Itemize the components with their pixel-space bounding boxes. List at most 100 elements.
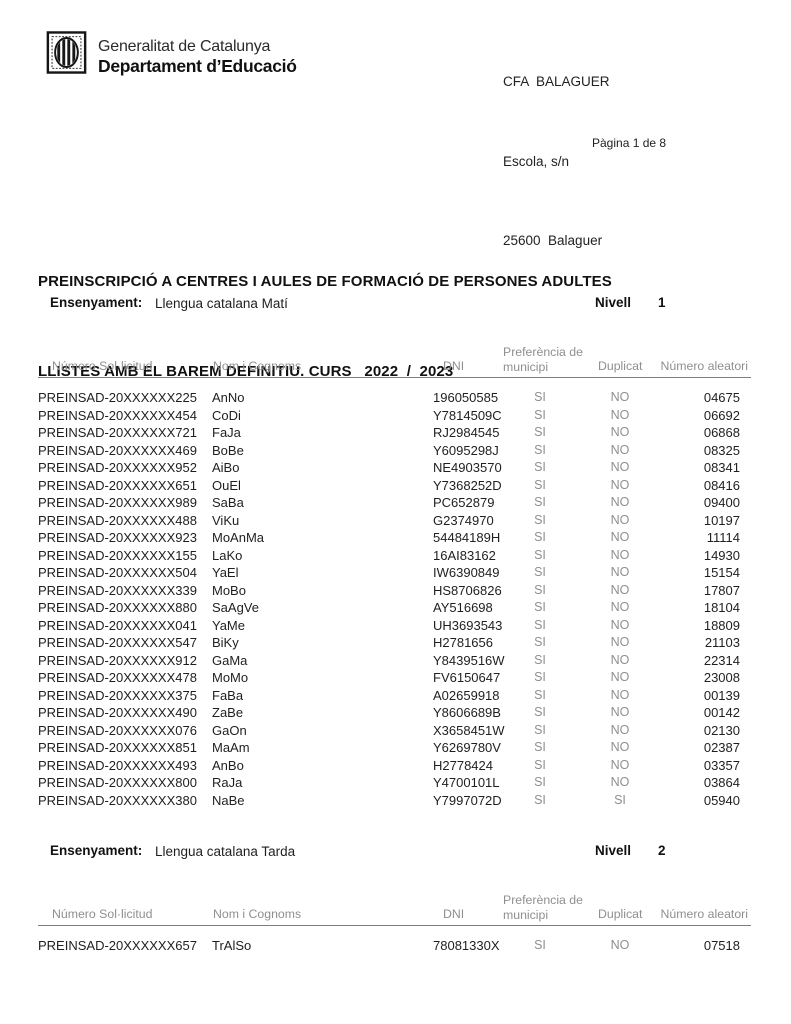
cell-num-sollicitud: PREINSAD-20XXXXXX375 [38,687,197,703]
cell-dni: Y6095298J [433,442,499,458]
cell-numero-aleatori: 18809 [703,617,740,633]
document-title: PREINSCRIPCIÓ A CENTRES I AULES DE FORMA… [38,207,612,447]
cell-dni: 196050585 [433,390,499,405]
table-row: PREINSAD-20XXXXXX469 BoBe Y6095298J SI N… [38,442,751,460]
cell-dni: NE4903570 [433,460,502,475]
cell-num-sollicitud: PREINSAD-20XXXXXX912 [38,652,197,668]
brand-org-name: Generalitat de Catalunya [98,38,271,55]
cell-duplicat: NO [610,938,630,952]
cell-nom-cognoms: CoDi [212,407,241,423]
cell-numero-aleatori: 14930 [703,547,740,563]
center-info-block: CFA BALAGUER Escola, s/n 25600 Balaguer [503,16,610,308]
cell-nom-cognoms: MoAnMa [212,530,265,545]
cell-duplicat: NO [610,407,630,422]
cell-numero-aleatori: 03357 [703,757,740,773]
cell-numero-aleatori: 08325 [703,442,740,458]
list-section: Ensenyament: Llengua catalana Matí Nivel… [0,295,791,809]
cell-dni: Y7368252D [433,477,502,493]
cell-duplicat: NO [610,722,630,737]
cell-nom-cognoms: BiKy [212,635,239,650]
cell-nom-cognoms: FaJa [212,425,241,440]
cell-numero-aleatori: 17807 [703,582,740,598]
cell-preferencia: SI [534,652,546,667]
cell-nom-cognoms: FaBa [212,687,244,703]
column-header-duplicat: Duplicat [598,359,643,373]
cell-preferencia: SI [534,617,546,632]
table-row: PREINSAD-20XXXXXX490 ZaBe Y8606689B SI N… [38,704,751,722]
cell-nom-cognoms: TrAlSo [212,938,252,953]
cell-dni: 16AI83162 [433,547,496,563]
cell-preferencia: SI [534,547,546,562]
column-header-preferencia-line1: Preferència de [503,893,583,907]
table-header: Número Sol·licitud Nom i Cognoms DNI Pre… [38,335,751,375]
cell-nom-cognoms: OuEl [212,477,241,493]
table-row: PREINSAD-20XXXXXX478 MoMo FV6150647 SI N… [38,669,751,687]
title-line-2: LLISTES AMB EL BAREM DEFINITIU. CURS 202… [38,363,454,380]
cell-preferencia: SI [534,670,546,684]
cell-duplicat: NO [610,390,630,404]
cell-duplicat: NO [610,530,630,544]
cell-dni: Y8606689B [433,705,501,720]
table-row: PREINSAD-20XXXXXX041 YaMe UH3693543 SI N… [38,617,751,635]
cell-preferencia: SI [534,582,546,597]
column-header-num-sollicitud: Número Sol·licitud [52,359,153,373]
cell-duplicat: NO [610,635,630,649]
cell-preferencia: SI [534,775,546,789]
table-row: PREINSAD-20XXXXXX923 MoAnMa 54484189H SI… [38,529,751,547]
cell-numero-aleatori: 22314 [703,652,740,668]
cell-nom-cognoms: MoMo [212,670,249,685]
ensenyament-value: Llengua catalana Matí [155,296,288,311]
cell-duplicat: NO [610,512,630,527]
cell-num-sollicitud: PREINSAD-20XXXXXX490 [38,705,197,720]
table-row: PREINSAD-20XXXXXX880 SaAgVe AY516698 SI … [38,599,751,617]
cell-num-sollicitud: PREINSAD-20XXXXXX493 [38,757,197,773]
cell-num-sollicitud: PREINSAD-20XXXXXX488 [38,512,197,528]
generalitat-logo [46,30,87,76]
column-header-dni: DNI [443,359,465,373]
cell-numero-aleatori: 04675 [703,390,740,405]
table-row: PREINSAD-20XXXXXX800 RaJa Y4700101L SI N… [38,774,751,792]
cell-num-sollicitud: PREINSAD-20XXXXXX478 [38,670,197,685]
cell-num-sollicitud: PREINSAD-20XXXXXX880 [38,600,197,615]
page-indicator: Pàgina 1 de 8 [592,136,667,150]
cell-dni: FV6150647 [433,670,501,685]
cell-dni: 78081330X [433,938,500,953]
cell-num-sollicitud: PREINSAD-20XXXXXX380 [38,792,197,808]
cell-numero-aleatori: 11114 [706,530,740,545]
cell-nom-cognoms: GaMa [212,652,248,668]
ensenyament-value: Llengua catalana Tarda [155,844,296,859]
column-header-dni: DNI [443,907,465,921]
cell-num-sollicitud: PREINSAD-20XXXXXX923 [38,530,197,545]
table-row: PREINSAD-20XXXXXX155 LaKo 16AI83162 SI N… [38,547,751,565]
cell-dni: G2374970 [433,512,494,528]
cell-nom-cognoms: NaBe [212,792,245,808]
cell-duplicat: NO [610,565,630,579]
cell-nom-cognoms: YaEl [212,565,239,580]
cell-numero-aleatori: 03864 [703,775,740,790]
table-rows: PREINSAD-20XXXXXX225 AnNo 196050585 SI N… [38,389,751,809]
title-line-1: PREINSCRIPCIÓ A CENTRES I AULES DE FORMA… [38,273,612,290]
cell-numero-aleatori: 08416 [703,477,740,493]
column-header-preferencia-line1: Preferència de [503,345,583,359]
cell-num-sollicitud: PREINSAD-20XXXXXX989 [38,495,197,510]
table-row: PREINSAD-20XXXXXX225 AnNo 196050585 SI N… [38,389,751,407]
column-header-preferencia-line2: municipi [503,908,549,922]
cell-duplicat: NO [610,547,630,562]
cell-num-sollicitud: PREINSAD-20XXXXXX041 [38,617,197,633]
cell-dni: Y6269780V [433,740,501,755]
table-row: PREINSAD-20XXXXXX989 SaBa PC652879 SI NO… [38,494,751,512]
section-heading: Ensenyament: Llengua catalana Tarda Nive… [38,843,753,863]
table-row: PREINSAD-20XXXXXX504 YaEl IW6390849 SI N… [38,564,751,582]
center-name: CFA BALAGUER [503,74,610,89]
cell-num-sollicitud: PREINSAD-20XXXXXX155 [38,547,197,563]
column-header-nom-cognoms: Nom i Cognoms [213,907,302,921]
table-header-rule [38,377,751,378]
table-row: PREINSAD-20XXXXXX493 AnBo H2778424 SI NO… [38,757,751,775]
cell-duplicat: NO [610,477,630,492]
cell-nom-cognoms: ZaBe [212,705,244,720]
cell-preferencia: SI [534,687,546,702]
cell-numero-aleatori: 02130 [703,722,740,738]
cell-duplicat: NO [610,740,630,754]
cell-dni: AY516698 [433,600,493,615]
table-row: PREINSAD-20XXXXXX851 MaAm Y6269780V SI N… [38,739,751,757]
